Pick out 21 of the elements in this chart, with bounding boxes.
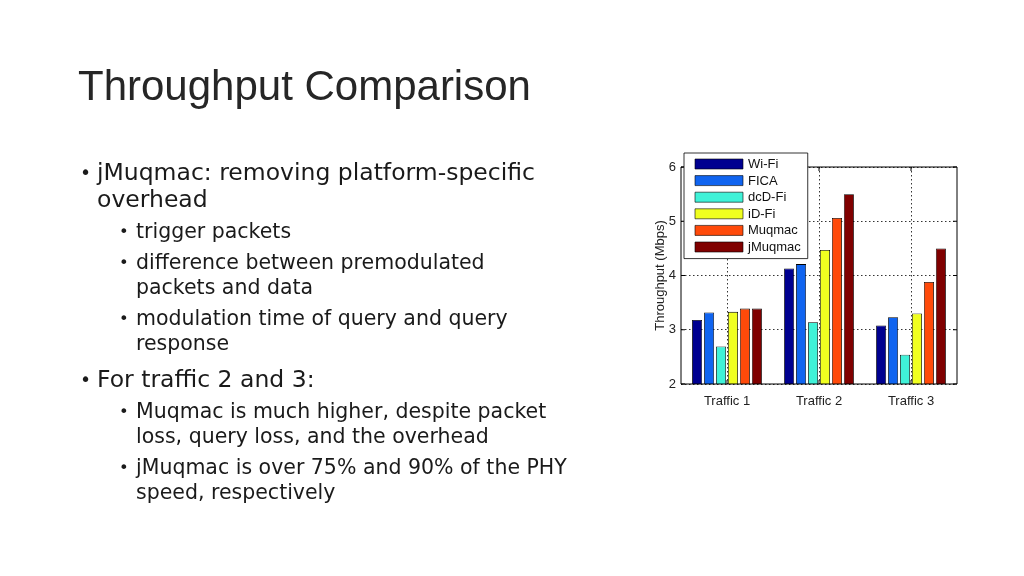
y-tick-label: 5 <box>668 212 676 228</box>
text: • jMuqmac: removing platform-specific overhead <box>80 158 535 213</box>
x-tick-label: Traffic 2 <box>795 393 843 409</box>
legend-label: Muqmac <box>748 222 799 238</box>
text: • trigger packets <box>119 219 292 244</box>
legend-label: Wi-Fi <box>748 156 779 172</box>
y-axis-title: Throughput (Mbps) <box>652 220 668 331</box>
text: • For traffic 2 and 3: <box>80 365 315 393</box>
x-tick-label: Traffic 1 <box>703 393 751 409</box>
text: • modulation time of query and query response <box>119 306 508 355</box>
legend-label: jMuqmac <box>747 239 802 255</box>
legend-label: iD-Fi <box>748 205 776 221</box>
x-tick-label: Traffic 3 <box>887 393 935 409</box>
text: • jMuqmac is over 75% and 90% of the PHY speed, respectively <box>119 455 567 504</box>
text: Throughput Comparison <box>78 61 531 111</box>
legend-label: FICA <box>748 172 778 188</box>
y-tick-label: 6 <box>668 158 676 174</box>
legend-label: dcD-Fi <box>748 189 787 205</box>
y-tick-label: 2 <box>668 375 676 391</box>
y-tick-label: 4 <box>668 267 676 283</box>
y-tick-label: 3 <box>668 321 676 337</box>
